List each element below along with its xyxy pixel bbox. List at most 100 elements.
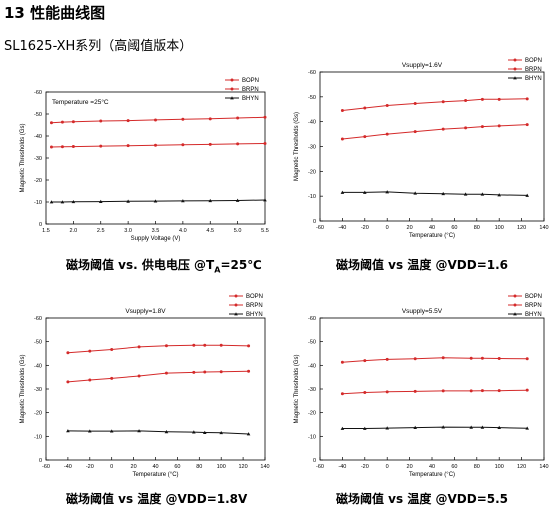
data-point <box>49 145 53 149</box>
data-point <box>110 376 114 380</box>
legend-marker <box>234 294 238 298</box>
data-point <box>525 357 529 361</box>
series-subtitle: SL1625-XH系列（高阈值版本） <box>4 39 193 54</box>
y-tick-label: -10 <box>34 200 42 206</box>
y-tick-label: -30 <box>34 156 42 162</box>
data-point <box>71 199 76 204</box>
data-point <box>60 120 64 124</box>
x-tick-label: -20 <box>86 464 94 470</box>
legend-marker <box>230 96 234 100</box>
x-tick-label: 40 <box>429 225 435 231</box>
data-point <box>363 135 367 139</box>
data-point <box>441 191 445 196</box>
data-point <box>363 106 367 110</box>
x-tick-label: 40 <box>429 464 435 470</box>
data-point <box>480 425 485 429</box>
x-tick-label: -40 <box>64 464 72 470</box>
data-point <box>497 97 501 101</box>
data-point <box>464 126 468 130</box>
legend-label-bhyn: BHYN <box>525 312 542 318</box>
plot-frame <box>45 317 266 461</box>
x-tick-label: 3.5 <box>152 228 160 234</box>
data-point <box>219 343 223 347</box>
x-tick-label: 140 <box>539 225 548 231</box>
data-point <box>363 359 367 363</box>
y-tick-label: -20 <box>34 411 42 417</box>
x-tick-label: 100 <box>217 464 226 470</box>
legend-label-bhyn: BHYN <box>525 76 542 82</box>
data-point <box>98 199 103 203</box>
legend-label-bopn: BOPN <box>242 78 259 84</box>
data-point <box>385 190 389 194</box>
data-point <box>153 199 158 203</box>
chart-svg: 0 -10 -20 -30 -40 -50 -60 -60 -40 -20 0 20 40 60 80 100… <box>20 294 270 478</box>
chart-svg: 0 -10 -20 -30 -40 -50 -60 -60 -40 -20 0 20 40 60 80 100… <box>294 294 549 478</box>
chart-title: Temperature =25°C <box>52 98 109 106</box>
x-tick-label: 5.5 <box>261 228 269 234</box>
legend-marker <box>513 76 517 80</box>
legend-marker <box>234 303 238 307</box>
data-point <box>49 200 54 204</box>
legend-label-brpn: BRPN <box>525 303 542 309</box>
data-point <box>203 370 207 374</box>
legend-label-bopn: BOPN <box>246 294 263 300</box>
data-point <box>154 118 157 122</box>
data-point <box>497 425 501 429</box>
data-point <box>441 100 445 104</box>
y-tick-label: 0 <box>39 222 42 228</box>
chart-title: Vsupply=1.6V <box>402 62 443 69</box>
x-tick-label: -60 <box>316 225 324 231</box>
data-point <box>154 143 157 147</box>
y-tick-label: -40 <box>308 120 316 126</box>
data-point <box>88 378 92 382</box>
data-point <box>88 349 92 353</box>
data-point <box>480 192 485 196</box>
data-point <box>181 143 185 147</box>
y-tick-label: -40 <box>308 363 316 369</box>
data-point <box>181 199 185 203</box>
legend-marker <box>230 78 234 82</box>
data-point <box>164 344 168 348</box>
x-tick-label: 120 <box>517 225 526 231</box>
data-point <box>60 200 65 204</box>
data-point <box>497 389 501 393</box>
chart-title: Vsupply=5.5V <box>402 308 443 315</box>
y-axis-label: Magnetic Thresholds (Gs) <box>20 355 26 424</box>
data-point <box>192 370 196 374</box>
chart-caption-2: 磁场阈值 vs 温度 @VDD=1.6 <box>336 258 509 272</box>
data-point <box>497 193 501 197</box>
data-point <box>246 432 251 436</box>
chart-caption-4: 磁场阈值 vs 温度 @VDD=5.5 <box>336 492 509 506</box>
x-tick-label: 140 <box>539 464 548 470</box>
data-point <box>480 125 484 129</box>
data-point <box>263 115 267 119</box>
data-point <box>208 117 212 121</box>
data-point <box>219 370 223 374</box>
data-point <box>480 356 484 360</box>
data-point <box>202 430 207 434</box>
chart-panel-temp-5v5: 0 -10 -20 -30 -40 -50 -60 -60 -40 -20 0 20 40 60 80 100… <box>282 290 552 485</box>
legend-label-bopn: BOPN <box>525 58 542 64</box>
y-tick-label: -30 <box>308 387 316 393</box>
x-tick-label: -20 <box>361 464 369 470</box>
x-axis-label: Temperature (°C) <box>409 233 455 239</box>
y-tick-label: -50 <box>34 340 42 346</box>
y-tick-label: -20 <box>308 169 316 175</box>
x-tick-label: 0 <box>386 225 389 231</box>
legend-marker <box>234 312 238 316</box>
series-line-bopn <box>51 116 266 124</box>
y-tick-label: -10 <box>308 194 316 200</box>
x-tick-label: -60 <box>316 464 324 470</box>
x-tick-label: 80 <box>196 464 202 470</box>
data-point <box>385 357 389 361</box>
data-point <box>525 97 529 101</box>
legend-label-bhyn: BHYN <box>242 96 259 102</box>
legend-label-brpn: BRPN <box>525 67 542 73</box>
y-tick-label: -60 <box>34 316 42 322</box>
legend-marker <box>513 312 517 316</box>
x-tick-label: 100 <box>495 225 504 231</box>
data-point <box>385 390 389 394</box>
data-point <box>71 145 75 149</box>
data-point <box>413 425 417 429</box>
data-point <box>469 356 473 360</box>
